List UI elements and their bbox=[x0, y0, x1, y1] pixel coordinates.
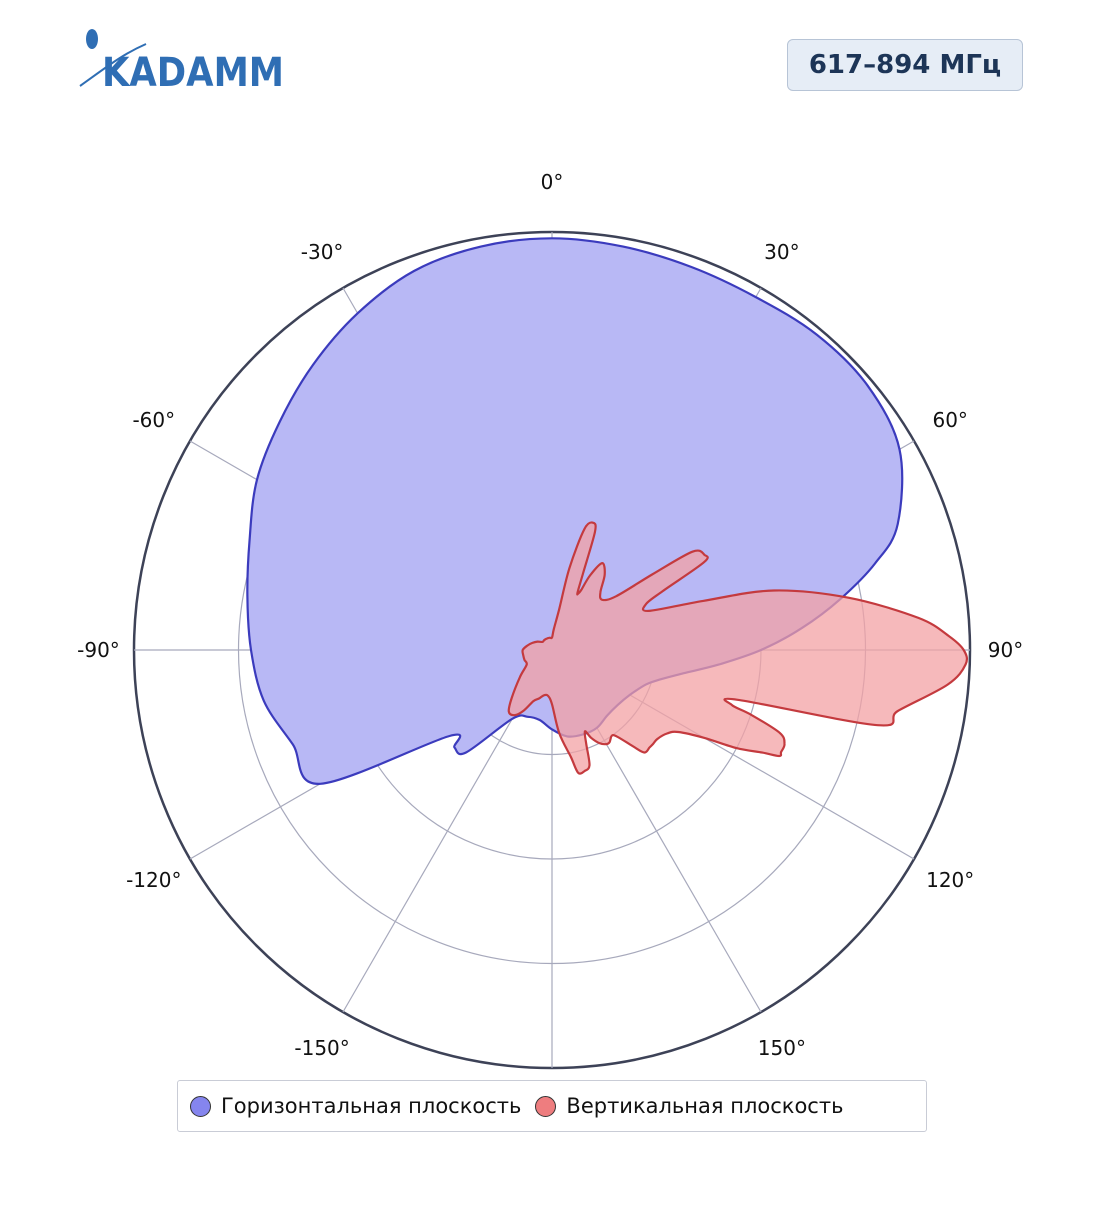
angular-tick-label: -60° bbox=[132, 408, 175, 432]
legend-label-horizontal: Горизонтальная плоскость bbox=[221, 1094, 522, 1118]
angular-tick-label: 30° bbox=[764, 240, 799, 264]
frequency-badge: 617–894 МГц bbox=[787, 39, 1023, 91]
legend-label-vertical: Вертикальная плоскость bbox=[566, 1094, 844, 1118]
logo-drop-icon bbox=[86, 29, 98, 49]
logo-swoosh-icon bbox=[79, 43, 147, 87]
angular-tick-label: -150° bbox=[294, 1036, 349, 1060]
legend-marker-vertical bbox=[535, 1095, 557, 1117]
chart-legend: Горизонтальная плоскость Вертикальная пл… bbox=[177, 1080, 927, 1132]
angular-tick-label: -120° bbox=[126, 868, 181, 892]
angular-tick-label: 60° bbox=[932, 408, 967, 432]
angular-tick-label: -90° bbox=[77, 638, 120, 662]
logo-text: KADAMM bbox=[102, 50, 284, 92]
angular-tick-label: -30° bbox=[301, 240, 344, 264]
series-vertical-trace bbox=[507, 521, 969, 775]
angular-tick-label: 120° bbox=[926, 868, 974, 892]
angular-tick-label: 150° bbox=[758, 1036, 806, 1060]
frequency-badge-label: 617–894 МГц bbox=[808, 50, 1002, 80]
series-layer bbox=[246, 237, 969, 785]
kadamm-logo: KADAMM bbox=[79, 29, 284, 92]
angular-tick-label: 90° bbox=[988, 638, 1023, 662]
legend-item-horizontal[interactable]: Горизонтальная плоскость bbox=[190, 1094, 521, 1118]
legend-marker-horizontal bbox=[190, 1095, 211, 1117]
legend-item-vertical[interactable]: Вертикальная плоскость bbox=[535, 1094, 843, 1118]
angular-tick-labels: 0° 30° 60° 90° 120° 150° -150° -120° -90° -60° -30… bbox=[77, 170, 1023, 1060]
angular-tick-label: 0° bbox=[541, 170, 564, 194]
